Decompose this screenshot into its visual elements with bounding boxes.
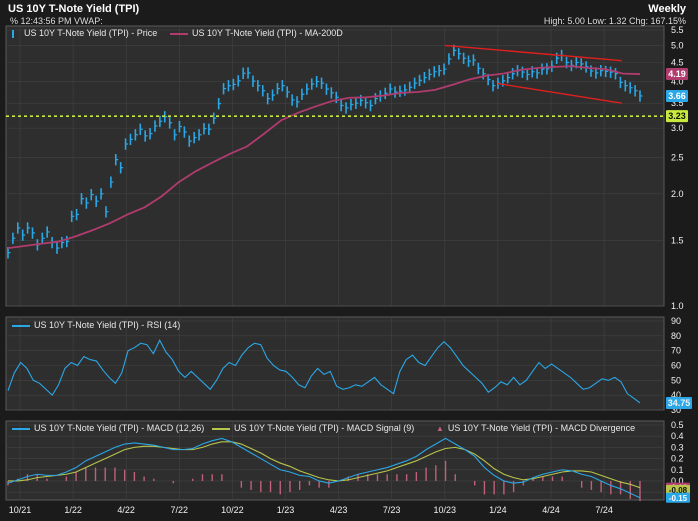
macd-signal-line [8, 441, 641, 489]
y-tick-label: 3.5 [671, 98, 684, 108]
ma-legend-icon [170, 32, 188, 35]
macd-tick-label: 0.2 [671, 454, 684, 464]
macd-tick-label: 0.1 [671, 465, 684, 475]
x-tick-label: 10/22 [221, 505, 244, 515]
interval-label: Weekly [648, 3, 686, 15]
y-tick-label: 2.0 [671, 189, 684, 199]
y-tick-label: 3.0 [671, 123, 684, 133]
value-tag-label: 3.66 [668, 91, 686, 101]
legend-rsi: US 10Y T-Note Yield (TPI) - RSI (14) [12, 320, 180, 330]
macd-tick-label: 0.3 [671, 442, 684, 452]
y-tick-label: 2.5 [671, 153, 684, 163]
macd-value-tag [666, 484, 690, 495]
rsi-tick-label: 30 [671, 405, 681, 415]
rsi-value-label: 34.75 [668, 398, 691, 408]
range-stats: High: 5.00 Low: 1.32 Chg: 167.15% [543, 16, 686, 26]
x-tick-label: 7/24 [595, 505, 613, 515]
legend-divergence-label: US 10Y T-Note Yield (TPI) - MACD Diverge… [447, 423, 636, 433]
legend-macd-label: US 10Y T-Note Yield (TPI) - MACD (12,26) [34, 423, 205, 433]
chart-subtitle: % 12:43:56 PM VWAP: [10, 16, 103, 26]
x-tick-label: 10/21 [9, 505, 32, 515]
rsi-tick-label: 60 [671, 361, 681, 371]
macd-value-label: -0.08 [669, 486, 688, 495]
y-tick-label: 1.0 [671, 301, 684, 311]
x-tick-label: 10/23 [434, 505, 457, 515]
legend-price-label: US 10Y T-Note Yield (TPI) - Price [24, 28, 158, 38]
rsi-tick-label: 40 [671, 390, 681, 400]
rsi-tick-label: 70 [671, 346, 681, 356]
channel-line-upper [444, 44, 622, 62]
divergence-legend-icon: ▲ [436, 424, 444, 434]
legend-rsi-label: US 10Y T-Note Yield (TPI) - RSI (14) [34, 320, 181, 330]
legend-ma: US 10Y T-Note Yield (TPI) - MA-200D [170, 28, 343, 38]
macd-tick-label: 0.0 [671, 476, 684, 486]
x-tick-label: 1/24 [489, 505, 507, 515]
value-tag [666, 68, 688, 81]
y-tick-label: 5.5 [671, 25, 684, 35]
macd-legend-icon [12, 427, 30, 430]
panel-macd [5, 420, 665, 501]
rsi-tick-label: 80 [671, 331, 681, 341]
signal-legend-icon [212, 427, 230, 430]
price-legend-icon [12, 29, 20, 38]
x-tick-label: 7/23 [383, 505, 401, 515]
legend-price: US 10Y T-Note Yield (TPI) - Price [12, 28, 157, 38]
x-tick-label: 1/22 [64, 505, 82, 515]
x-tick-label: 4/24 [542, 505, 560, 515]
y-tick-label: 1.5 [671, 235, 684, 245]
chart-title: US 10Y T-Note Yield (TPI) [8, 3, 140, 15]
legend-signal: US 10Y T-Note Yield (TPI) - MACD Signal … [212, 423, 414, 433]
ma-200d-line [7, 65, 641, 249]
panel-rsi [5, 316, 665, 411]
panel-price [5, 25, 665, 307]
legend-divergence: ▲ US 10Y T-Note Yield (TPI) - MACD Diverg… [436, 423, 635, 433]
legend-macd: US 10Y T-Note Yield (TPI) - MACD (12,26) [12, 423, 204, 433]
macd-tick-label: 0.4 [671, 431, 684, 441]
rsi-line [7, 339, 641, 404]
value-tag [666, 110, 688, 123]
macd-line [7, 437, 641, 499]
x-tick-label: 1/23 [277, 505, 295, 515]
macd-value-label: -0.15 [669, 494, 688, 503]
y-tick-label: 5.0 [671, 40, 684, 50]
macd-tick-label: 0.5 [671, 420, 684, 430]
x-tick-label: 4/22 [117, 505, 135, 515]
y-tick-label: 4.5 [671, 57, 684, 67]
legend-signal-label: US 10Y T-Note Yield (TPI) - MACD Signal … [234, 423, 415, 433]
channel-line-lower [497, 82, 622, 104]
rsi-tick-label: 50 [671, 375, 681, 385]
x-tick-label: 7/22 [171, 505, 189, 515]
y-tick-label: 4.0 [671, 77, 684, 87]
macd-value-tag [666, 492, 690, 503]
rsi-legend-icon [12, 324, 30, 327]
x-tick-label: 4/23 [330, 505, 348, 515]
rsi-tick-label: 90 [671, 316, 681, 326]
value-tag [666, 89, 688, 102]
value-tag-label: 4.19 [668, 69, 686, 79]
value-tag-label: 3.23 [668, 111, 686, 121]
legend-ma-label: US 10Y T-Note Yield (TPI) - MA-200D [192, 28, 343, 38]
rsi-value-tag [666, 396, 692, 409]
